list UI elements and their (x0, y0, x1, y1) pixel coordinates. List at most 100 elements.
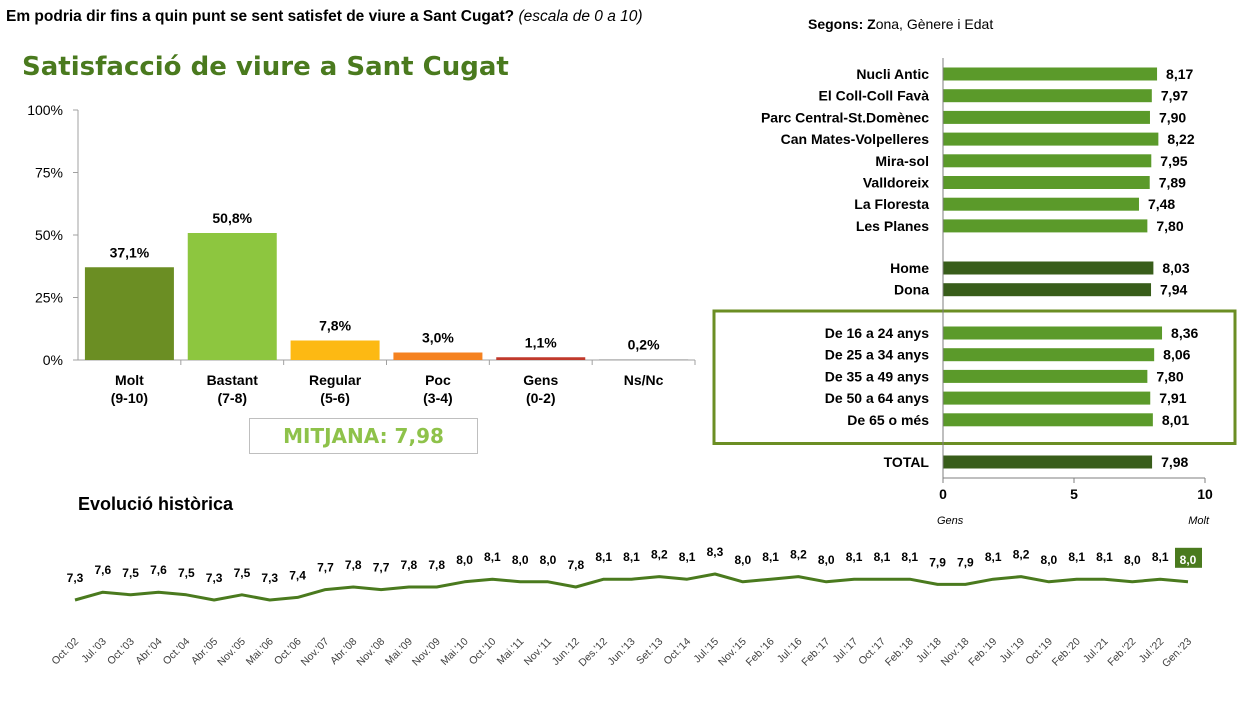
point-value-label: 7,7 (373, 561, 390, 575)
point-value-label: 8,0 (1180, 553, 1197, 567)
bar-value-label: 7,8% (319, 318, 351, 334)
point-value-label: 8,1 (846, 550, 863, 564)
hbar-category-label: De 50 a 64 anys (825, 390, 930, 406)
hbar-value-label: 8,06 (1163, 347, 1190, 363)
hbar-category-label: TOTAL (884, 454, 930, 470)
category-sublabel: (3-4) (423, 390, 453, 406)
point-value-label: 8,2 (790, 548, 807, 562)
hbar-value-label: 7,97 (1161, 88, 1188, 104)
point-value-label: 8,0 (456, 553, 473, 567)
survey-question: Em podria dir fins a quin punt se sent s… (6, 8, 643, 26)
category-label: Bastant (207, 372, 259, 388)
hbar (943, 154, 1152, 168)
hbar-category-label: Mira-sol (875, 153, 929, 169)
point-value-label: 8,0 (734, 553, 751, 567)
hbar-category-label: La Floresta (854, 196, 929, 212)
point-value-label: 8,1 (1152, 550, 1169, 564)
hbar (943, 197, 1139, 211)
point-value-label: 8,2 (1013, 548, 1030, 562)
x-date-label: Mai.'10 (439, 636, 471, 668)
x-date-label: Oct.'19 (1023, 636, 1055, 668)
hbar-category-label: Parc Central-St.Domènec (761, 109, 929, 125)
hbar (943, 110, 1150, 124)
mitjana-box: MITJANA: 7,98 (249, 418, 478, 454)
y-tick-label: 50% (35, 227, 63, 243)
hbar (943, 369, 1148, 383)
bar (496, 357, 586, 360)
hbar-value-label: 8,22 (1167, 131, 1194, 147)
x-date-label: Mai.'06 (244, 636, 276, 668)
hbar-value-label: 8,01 (1162, 412, 1189, 428)
point-value-label: 7,5 (122, 566, 139, 580)
bar (393, 352, 483, 360)
x-date-label: Mai.'11 (495, 636, 527, 668)
point-value-label: 7,5 (178, 566, 195, 580)
x-date-label: Nov.'09 (410, 636, 443, 669)
point-value-label: 7,6 (150, 563, 167, 577)
x-date-label: Oct.'14 (661, 636, 693, 668)
x-date-label: Gen.'23 (1160, 636, 1194, 670)
hbar-x-tick-label: 5 (1070, 486, 1078, 502)
point-value-label: 8,1 (1096, 550, 1113, 564)
hbar (943, 89, 1152, 103)
hbar (943, 176, 1150, 189)
question-scale-note: (escala de 0 a 10) (518, 8, 643, 25)
bar-value-label: 50,8% (212, 210, 252, 226)
x-date-label: Jul.'17 (831, 636, 861, 666)
x-date-label: Jul.'19 (997, 636, 1027, 666)
point-value-label: 8,1 (484, 550, 501, 564)
point-value-label: 7,3 (206, 571, 223, 585)
x-date-label: Nov.'08 (354, 636, 387, 669)
x-date-label: Abr.'04 (133, 636, 164, 667)
point-value-label: 8,3 (707, 545, 724, 559)
hbar (943, 413, 1153, 427)
bar (84, 267, 174, 360)
hbar-value-label: 7,91 (1159, 390, 1186, 406)
hbar (943, 67, 1158, 81)
x-date-label: Oct.'02 (49, 636, 81, 668)
y-tick-label: 0% (43, 352, 63, 368)
x-date-label: Jun.'12 (550, 636, 582, 668)
y-tick-label: 75% (35, 165, 63, 181)
x-date-label: Des.'12 (576, 636, 610, 670)
point-value-label: 8,0 (540, 553, 557, 567)
category-sublabel: (5-6) (320, 390, 350, 406)
hbar-category-label: Nucli Antic (856, 66, 929, 82)
hbar-category-label: Les Planes (856, 218, 929, 234)
x-date-label: Jun.'13 (605, 636, 637, 668)
category-sublabel: (7-8) (217, 390, 247, 406)
hbar (943, 219, 1148, 233)
hbar-x-tick-label: 0 (939, 486, 947, 502)
hbar-value-label: 7,94 (1160, 282, 1187, 298)
hbar-category-label: De 65 o més (847, 412, 929, 428)
hbar (943, 455, 1153, 469)
point-value-label: 8,1 (623, 550, 640, 564)
hbar-category-label: Can Mates-Volpelleres (781, 131, 930, 147)
x-date-label: Nov.'18 (939, 636, 972, 669)
point-value-label: 7,8 (428, 558, 445, 572)
bar-value-label: 0,2% (628, 337, 660, 353)
point-value-label: 8,2 (651, 548, 668, 562)
point-value-label: 7,8 (345, 558, 362, 572)
point-value-label: 7,3 (67, 571, 84, 585)
hbar-category-label: Home (890, 260, 929, 276)
point-value-label: 8,1 (901, 550, 918, 564)
bar (599, 359, 689, 360)
hbar-category-label: De 25 a 34 anys (825, 347, 930, 363)
x-date-label: Nov.'05 (215, 636, 248, 669)
hbar-value-label: 7,98 (1161, 454, 1188, 470)
x-date-label: Jul.'03 (79, 636, 109, 666)
bar (290, 340, 380, 360)
point-value-label: 7,4 (289, 568, 306, 582)
point-value-label: 7,8 (568, 558, 585, 572)
x-date-label: Feb.'17 (799, 636, 832, 669)
x-date-label: Oct.'17 (856, 636, 888, 668)
hbar (943, 132, 1159, 146)
x-date-label: Abr.'08 (328, 636, 359, 667)
category-label: Gens (523, 372, 558, 388)
axis-max-label: Molt (1188, 515, 1210, 527)
point-value-label: 7,9 (957, 555, 974, 569)
hbar-category-label: De 16 a 24 anys (825, 325, 930, 341)
hbar (943, 283, 1152, 297)
